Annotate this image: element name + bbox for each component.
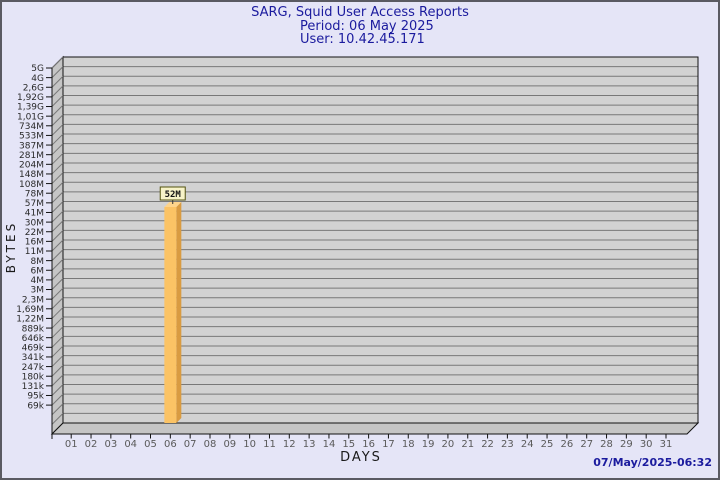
y-tick-label: 69k xyxy=(27,401,44,411)
y-tick-label: 1,92G xyxy=(17,93,44,103)
report-period: Period: 06 May 2025 xyxy=(300,19,434,34)
x-tick-label: 22 xyxy=(481,439,494,450)
x-tick-label: 03 xyxy=(104,439,117,450)
x-tick-label: 07 xyxy=(184,439,197,450)
bar-day-06: 52M xyxy=(159,186,186,423)
y-tick-label: 469k xyxy=(22,344,45,354)
bar-value-label: 52M xyxy=(165,190,182,200)
y-tick-label: 180k xyxy=(22,372,45,382)
y-tick-label: 387M xyxy=(19,141,44,151)
y-tick-label: 3M xyxy=(31,286,45,296)
x-tick-label: 14 xyxy=(323,439,336,450)
x-tick-label: 20 xyxy=(442,439,455,450)
x-tick-label: 28 xyxy=(600,439,613,450)
y-tick-label: 6M xyxy=(31,266,45,276)
y-tick-label: 889k xyxy=(22,324,45,334)
y-tick-label: 2,3M xyxy=(22,295,44,305)
x-axis-title: DAYS xyxy=(340,450,382,465)
y-tick-label: 281M xyxy=(19,151,44,161)
x-tick-label: 06 xyxy=(164,439,177,450)
y-tick-label: 646k xyxy=(22,334,45,344)
y-tick-label: 57M xyxy=(25,199,44,209)
x-tick-label: 17 xyxy=(382,439,395,450)
y-tick-label: 148M xyxy=(19,170,44,180)
y-tick-label: 11M xyxy=(25,247,44,257)
x-axis: 01 02 03 04 05 06 07 08 09 10 11 12 13 14 15 16 17 18 19 20… xyxy=(65,434,673,450)
x-tick-label: 25 xyxy=(541,439,554,450)
generation-timestamp: 07/May/2025-06:32 xyxy=(593,456,712,469)
y-tick-label: 22M xyxy=(25,228,44,238)
x-tick-label: 16 xyxy=(362,439,375,450)
x-tick-label: 08 xyxy=(204,439,217,450)
x-tick-label: 27 xyxy=(580,439,593,450)
y-tick-label: 95k xyxy=(27,392,44,402)
y-tick-label: 4G xyxy=(31,74,44,84)
y-tick-label: 4M xyxy=(31,276,45,286)
x-tick-label: 21 xyxy=(461,439,474,450)
y-tick-label: 341k xyxy=(22,353,45,363)
y-tick-label: 16M xyxy=(25,238,44,248)
x-tick-label: 29 xyxy=(620,439,633,450)
y-tick-label: 247k xyxy=(22,363,45,373)
y-tick-label: 533M xyxy=(19,132,44,142)
y-tick-label: 5G xyxy=(31,64,44,74)
y-tick-label: 1,01G xyxy=(17,112,44,122)
x-tick-label: 26 xyxy=(561,439,574,450)
x-tick-label: 18 xyxy=(402,439,415,450)
x-tick-label: 13 xyxy=(303,439,316,450)
x-tick-label: 24 xyxy=(521,439,534,450)
x-tick-label: 12 xyxy=(283,439,296,450)
y-tick-label: 8M xyxy=(31,257,45,267)
y-tick-label: 1,69M xyxy=(16,305,44,315)
x-tick-label: 02 xyxy=(85,439,98,450)
bar-value-box xyxy=(159,186,186,201)
x-tick-label: 31 xyxy=(660,439,673,450)
page-title: SARG, Squid User Access Reports xyxy=(251,5,469,20)
y-tick-label: 41M xyxy=(25,209,44,219)
y-tick-label: 2,6G xyxy=(23,83,44,93)
y-tick-label: 204M xyxy=(19,161,44,171)
x-tick-label: 11 xyxy=(263,439,276,450)
report-user: User: 10.42.45.171 xyxy=(300,32,425,47)
y-tick-label: 131k xyxy=(22,382,45,392)
y-tick-label: 734M xyxy=(19,122,44,132)
x-tick-label: 05 xyxy=(144,439,157,450)
y-tick-label: 108M xyxy=(19,180,44,190)
x-tick-label: 19 xyxy=(422,439,435,450)
y-tick-label: 78M xyxy=(25,189,44,199)
x-tick-label: 01 xyxy=(65,439,78,450)
y-tick-label: 1,39G xyxy=(17,103,44,113)
floor-strip xyxy=(50,422,700,435)
x-tick-label: 10 xyxy=(243,439,256,450)
y-axis: 5G4G2,6G1,92G1,39G1,01G734M533M387M281M2… xyxy=(16,64,53,439)
x-tick-label: 09 xyxy=(223,439,236,450)
x-tick-label: 23 xyxy=(501,439,514,450)
x-tick-label: 15 xyxy=(342,439,355,450)
y-tick-label: 1,22M xyxy=(16,315,44,325)
x-tick-label: 04 xyxy=(124,439,137,450)
x-tick-label: 30 xyxy=(640,439,653,450)
y-tick-label: 30M xyxy=(25,218,44,228)
